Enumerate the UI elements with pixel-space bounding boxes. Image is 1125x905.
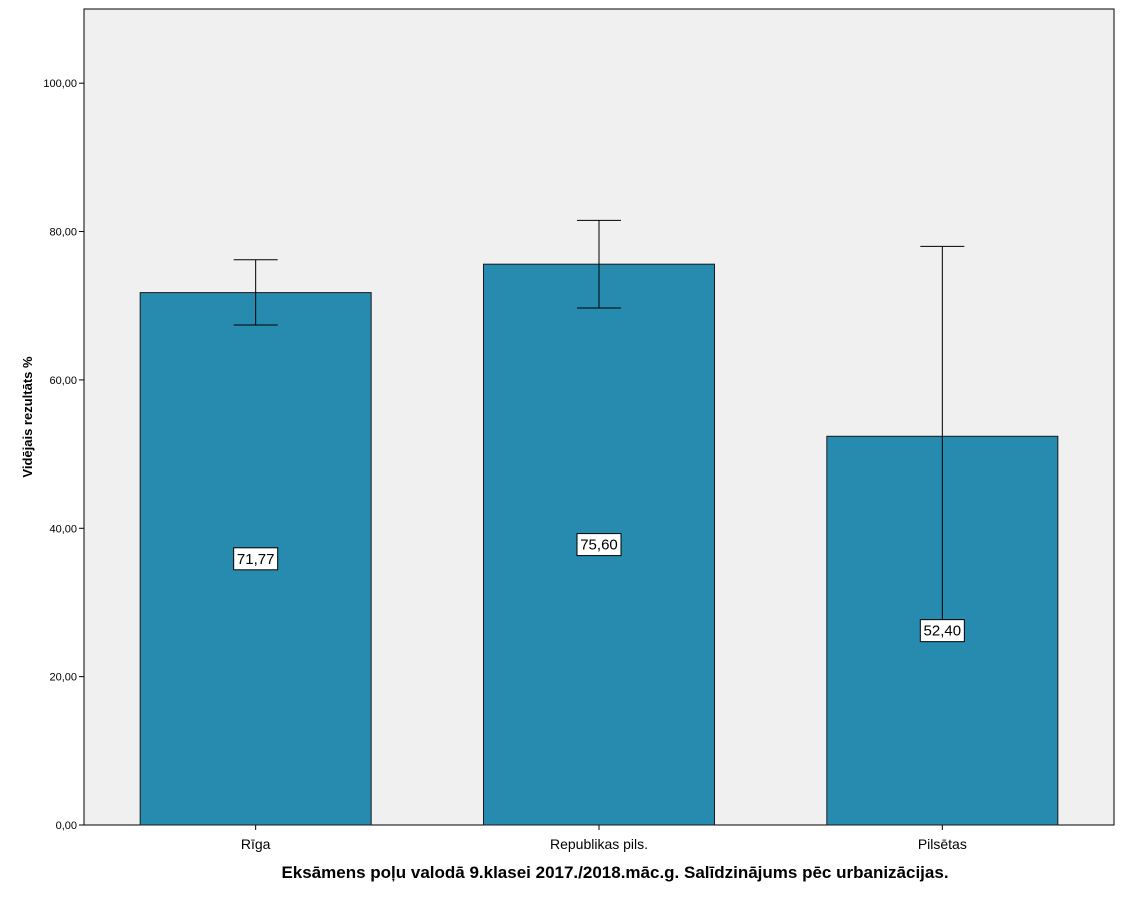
data-label-1: 75,60 xyxy=(580,537,618,554)
x-tick-label-1: Republikas pils. xyxy=(550,836,648,852)
y-tick-label-5: 100,00 xyxy=(43,78,77,90)
y-tick-label-3: 60,00 xyxy=(49,375,77,387)
y-tick-label-4: 80,00 xyxy=(49,227,77,239)
x-axis: Rīga Republikas pils. Pilsētas xyxy=(241,825,967,852)
y-tick-label-0: 0,00 xyxy=(56,820,77,832)
y-axis: 0,00 20,00 40,00 60,00 80,00 100,00 xyxy=(43,78,84,832)
x-axis-title: Eksāmens poļu valodā 9.klasei 2017./2018… xyxy=(281,863,948,882)
y-tick-label-1: 20,00 xyxy=(49,672,77,684)
data-label-box-0 xyxy=(233,547,279,571)
data-label-box-1 xyxy=(576,533,622,557)
x-tick-label-2: Pilsētas xyxy=(918,836,967,852)
x-tick-label-0: Rīga xyxy=(241,836,271,852)
data-labels-group: 71,77 75,60 52,40 xyxy=(233,533,965,643)
data-label-2: 52,40 xyxy=(924,623,962,640)
y-axis-title: Vidējais rezultāts % xyxy=(20,356,35,478)
data-label-0: 71,77 xyxy=(237,551,275,568)
y-tick-label-2: 40,00 xyxy=(49,523,77,535)
data-label-box-2 xyxy=(919,619,965,643)
